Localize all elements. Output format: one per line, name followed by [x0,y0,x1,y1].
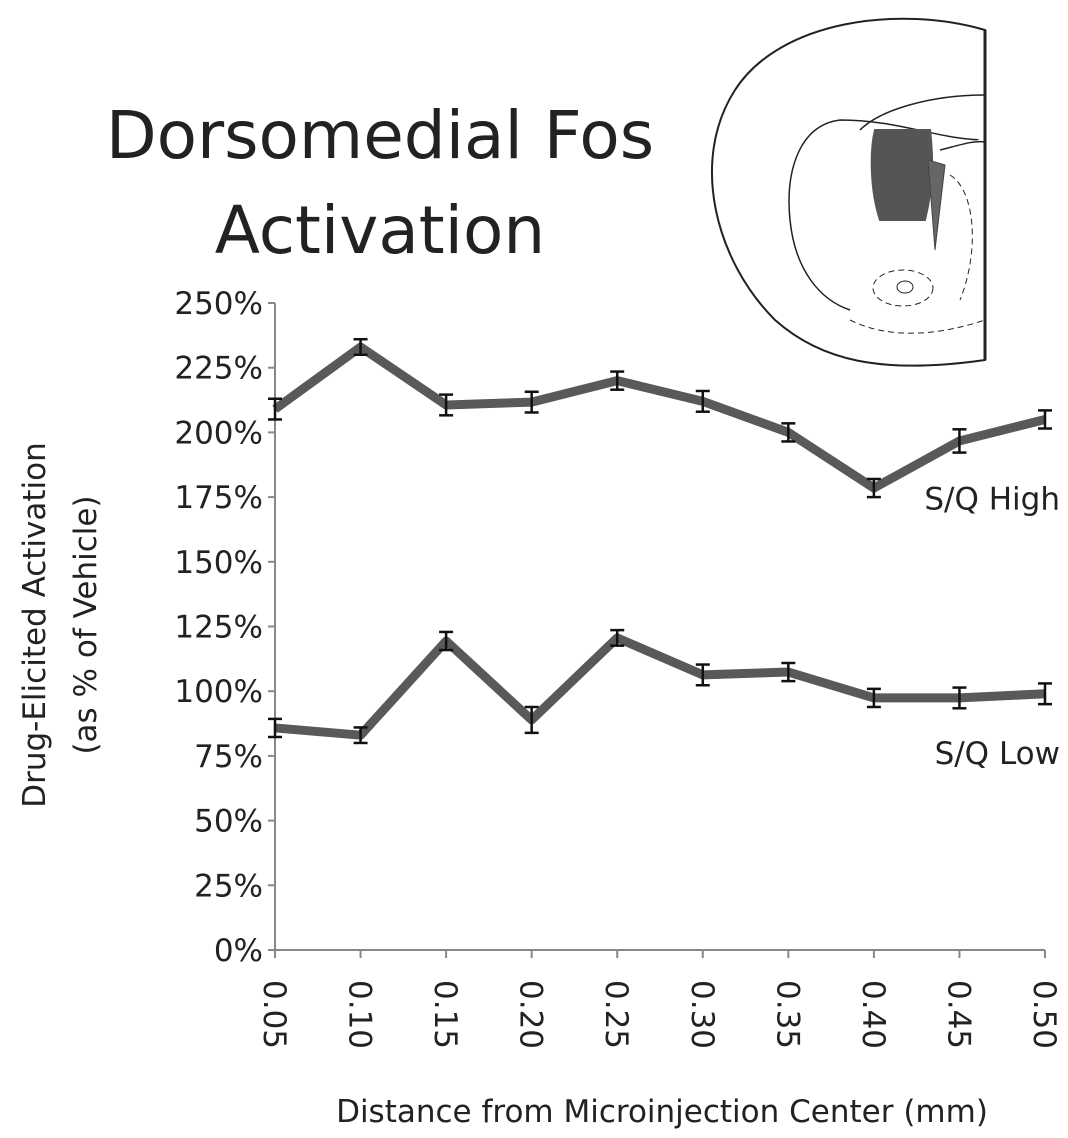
y-tick-label: 75% [194,739,263,775]
y-tick-label: 175% [174,480,263,516]
y-tick-label: 0% [214,933,263,969]
x-tick-label: 0.20 [513,980,549,1049]
y-tick-label: 50% [194,804,263,840]
data-line [275,638,1045,735]
y-tick-label: 125% [174,610,263,646]
y-axis-label: (as % of Vehicle) [68,495,104,754]
y-tick-label: 200% [174,415,263,451]
chart-title: Dorsomedial Fos [106,97,654,174]
chart: Dorsomedial Fos Activation Drug-Elicited… [0,0,1068,1138]
y-axis-label: Drug-Elicited Activation [17,442,53,808]
x-tick-label: 0.40 [855,980,891,1049]
x-tick-label: 0.50 [1026,980,1062,1049]
y-tick-label: 250% [174,286,263,322]
x-tick-label: 0.15 [427,980,463,1049]
y-tick-label: 25% [194,868,263,904]
x-tick-label: 0.30 [684,980,720,1049]
y-tick-label: 225% [174,351,263,387]
x-tick-label: 0.25 [598,980,634,1049]
x-tick-label: 0.45 [940,980,976,1049]
x-axis-label: Distance from Microinjection Center (mm) [336,1094,988,1130]
data-line [275,347,1045,488]
y-tick-label: 100% [174,674,263,710]
x-tick-label: 0.05 [256,980,292,1049]
series-label: S/Q High [924,481,1060,517]
brain-illustration [712,19,985,366]
x-tick-label: 0.10 [342,980,378,1049]
x-tick-label: 0.35 [769,980,805,1049]
series-label: S/Q Low [935,736,1060,772]
y-tick-label: 150% [174,545,263,581]
chart-title: Activation [215,192,545,269]
